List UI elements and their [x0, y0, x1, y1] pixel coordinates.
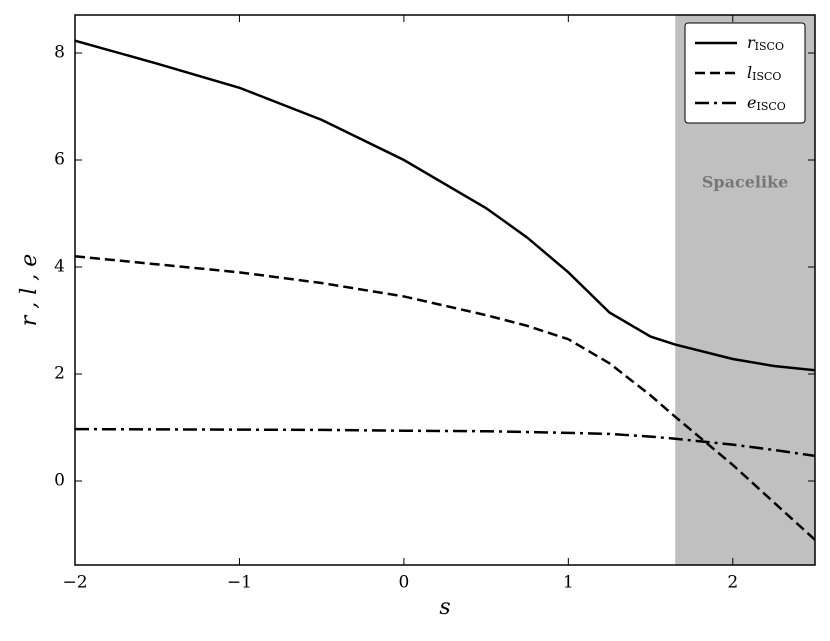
plot-lines	[75, 39, 815, 541]
series-line	[75, 427, 815, 458]
region-label: Spacelike	[702, 173, 788, 192]
legend-label: eISCO	[747, 93, 786, 114]
legend-label: lISCO	[747, 63, 781, 84]
series-line	[75, 39, 815, 372]
y-tick-label: 6	[54, 149, 65, 169]
legend-box	[684, 22, 806, 124]
series-line	[75, 255, 815, 541]
y-axis-label: r , l , e	[17, 254, 42, 327]
y-tick-label: 4	[54, 256, 65, 276]
x-tick-label: 2	[727, 573, 738, 593]
y-tick-label: 2	[54, 363, 65, 383]
x-tick-label: −2	[62, 573, 87, 593]
y-tick-label: 8	[54, 42, 65, 62]
x-tick-label: 1	[563, 573, 574, 593]
x-tick-label: −1	[227, 573, 252, 593]
legend-label: rISCO	[747, 33, 784, 54]
x-axis-label: s	[439, 595, 450, 620]
plot-frame	[74, 14, 816, 566]
x-tick-label: 0	[398, 573, 409, 593]
y-tick-label: 0	[54, 471, 65, 491]
